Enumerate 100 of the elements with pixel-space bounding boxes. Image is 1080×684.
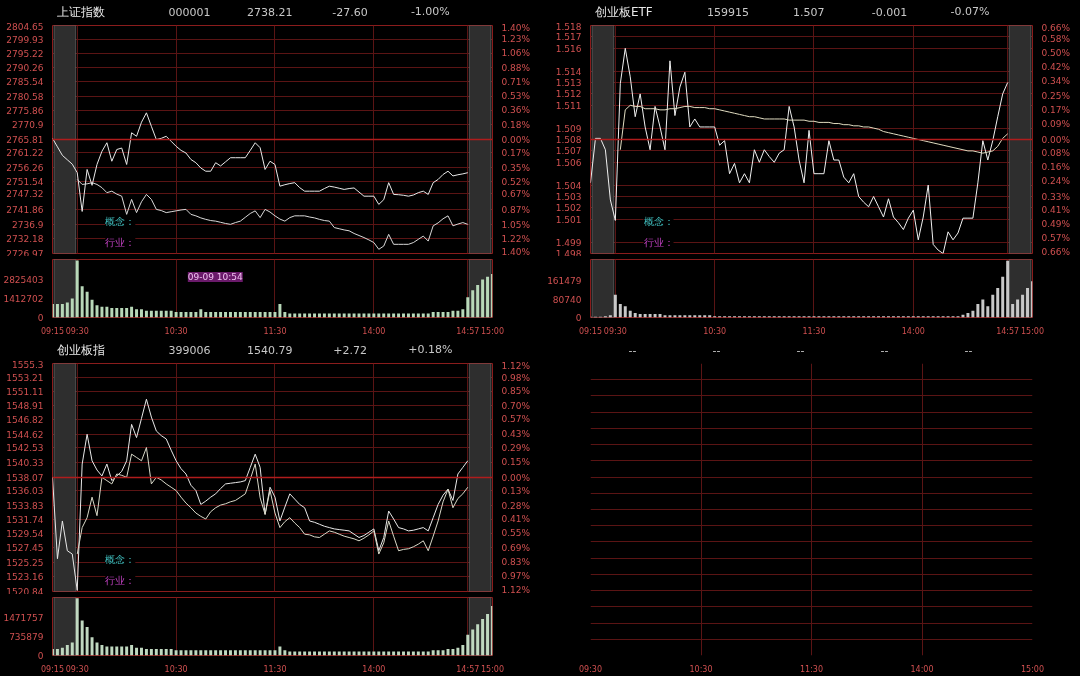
y2-tick-label: 0.43% <box>501 428 531 439</box>
y2-tick-label: 0.41% <box>501 514 531 525</box>
y-tick-label: 2747.32 <box>6 189 44 200</box>
y-tick-label: 2775.86 <box>6 105 44 116</box>
y-tick-label: 1546.82 <box>6 415 44 426</box>
y2-tick-label: 1.23% <box>501 34 531 45</box>
y-tick-label: 1520.84 <box>6 586 44 597</box>
y-tick-label: 1.512 <box>555 89 582 100</box>
x-tick-label: 10:30 <box>164 664 188 674</box>
x-tick-label: 14:57 <box>996 326 1020 336</box>
y2-tick-label: 0.16% <box>1041 162 1071 173</box>
y2-tick-label: 0.13% <box>501 485 531 496</box>
y-tick-label: 1529.54 <box>6 529 44 540</box>
y-tick-label: 2741.86 <box>6 205 44 216</box>
chart-title: 创业板ETF <box>594 4 653 19</box>
text: +2.72 <box>333 343 367 357</box>
y2-tick-label: 0.00% <box>501 134 531 145</box>
y-tick-label: 1471757 <box>3 612 44 623</box>
y2-tick-label: 0.57% <box>1041 232 1071 243</box>
x-tick-label: 09:15 <box>40 326 65 336</box>
x-tick-label: 14:57 <box>456 326 480 336</box>
text: -0.001 <box>871 5 908 19</box>
y-tick-label: 2756.26 <box>6 163 44 174</box>
y-tick-label: 1553.21 <box>6 372 44 383</box>
y2-tick-label: 0.70% <box>501 401 531 412</box>
text: 000001 <box>168 5 211 19</box>
y-tick-label: 2780.58 <box>6 91 44 102</box>
y2-tick-label: 0.57% <box>501 414 531 425</box>
y2-tick-label: 0.83% <box>501 556 531 567</box>
y2-tick-label: 0.50% <box>1041 48 1071 59</box>
y-tick-label: 0 <box>37 313 44 323</box>
text: 2738.21 <box>247 5 293 19</box>
chart-title: 上证指数 <box>56 4 105 19</box>
x-tick-label: 14:00 <box>362 664 386 674</box>
y-tick-label: 735879 <box>9 631 44 642</box>
annotation: 概念： <box>105 554 136 566</box>
y2-tick-label: 0.66% <box>1041 246 1071 257</box>
x-tick-label: 11:30 <box>263 326 287 336</box>
x-tick-label: 15:00 <box>1020 326 1045 336</box>
y-tick-label: 1540.33 <box>6 458 44 469</box>
y2-tick-label: 0.17% <box>501 148 531 159</box>
y2-tick-label: 0.34% <box>1041 75 1071 86</box>
y2-tick-label: 1.12% <box>501 360 531 371</box>
y2-tick-label: 0.71% <box>501 76 531 87</box>
y-tick-label: 1.503 <box>555 192 582 202</box>
text: 159915 <box>707 5 750 19</box>
y2-tick-label: 1.06% <box>501 48 531 59</box>
x-tick-label: 14:57 <box>456 664 480 674</box>
y2-tick-label: 0.35% <box>501 163 531 173</box>
y2-tick-label: 0.00% <box>501 472 531 483</box>
y2-tick-label: 0.97% <box>501 571 531 582</box>
y-tick-label: 1523.16 <box>6 571 44 582</box>
y2-tick-label: 0.66% <box>1041 22 1071 33</box>
y-tick-label: 1542.53 <box>6 443 44 454</box>
y-tick-label: 1.506 <box>555 157 582 168</box>
y-tick-label: 1531.74 <box>6 514 44 525</box>
text: 1540.79 <box>247 343 293 357</box>
y2-tick-label: 0.53% <box>501 91 531 102</box>
y-tick-label: 1.498 <box>555 248 582 259</box>
y-tick-label: 161479 <box>547 276 582 287</box>
text: -0.07% <box>950 5 990 18</box>
y-tick-label: 2736.9 <box>12 219 44 230</box>
y-tick-label: 1548.91 <box>6 401 44 412</box>
y2-tick-label: 1.12% <box>501 584 531 595</box>
y2-tick-label: 1.40% <box>501 246 531 257</box>
y2-tick-label: 0.29% <box>501 442 531 453</box>
y-tick-label: 1412702 <box>3 293 44 304</box>
y-tick-label: 1544.62 <box>6 429 44 440</box>
y-tick-label: 1.516 <box>555 43 582 54</box>
x-tick-label: 14:00 <box>362 326 386 336</box>
y2-tick-label: 0.18% <box>501 119 531 130</box>
y2-tick-label: 0.25% <box>1041 91 1071 102</box>
y2-tick-label: 0.52% <box>501 176 531 187</box>
text: -- <box>796 343 805 357</box>
y-tick-label: 1.517 <box>555 32 582 43</box>
text: -- <box>880 343 889 357</box>
y-tick-label: 2804.65 <box>6 21 44 32</box>
x-tick-label: 09:15 <box>40 664 65 674</box>
x-tick-label: 15:00 <box>480 664 505 674</box>
text: -- <box>964 343 973 357</box>
y2-tick-label: 0.17% <box>1041 105 1071 116</box>
text: -- <box>712 343 721 357</box>
y-tick-label: 0 <box>37 651 44 661</box>
x-tick-label: 14:00 <box>901 326 925 336</box>
y-tick-label: 2799.93 <box>6 34 44 45</box>
y-tick-label: 1.499 <box>555 237 582 248</box>
chart-title: 创业板指 <box>56 342 105 357</box>
y2-tick-label: 0.08% <box>1041 148 1071 159</box>
y-tick-label: 1536.03 <box>6 486 44 497</box>
annotation: 行业： <box>105 236 136 248</box>
y-tick-label: 2732.18 <box>6 233 44 244</box>
y-tick-label: 1555.3 <box>12 359 44 370</box>
x-tick-label: 09:30 <box>65 664 89 674</box>
y-tick-label: 0 <box>575 313 582 323</box>
y-tick-label: 1.502 <box>555 203 582 214</box>
x-tick-label: 09:15 <box>578 326 603 336</box>
y-tick-label: 1533.83 <box>6 501 44 512</box>
y-tick-label: 1.514 <box>555 66 582 77</box>
text: +0.18% <box>408 343 453 356</box>
y-tick-label: 2825403 <box>3 274 44 285</box>
